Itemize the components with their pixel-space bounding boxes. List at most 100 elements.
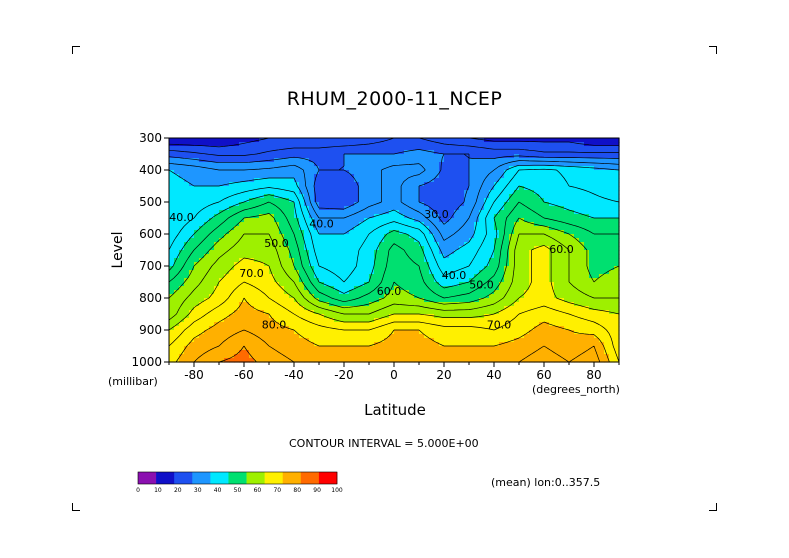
heatmap-cell	[609, 342, 615, 347]
heatmap-cell	[209, 326, 215, 331]
heatmap-cell	[484, 290, 490, 295]
heatmap-cell	[459, 162, 465, 167]
heatmap-cell	[604, 322, 610, 327]
heatmap-cell	[484, 154, 490, 159]
heatmap-cell	[289, 250, 295, 255]
heatmap-cell	[454, 266, 460, 271]
heatmap-cell	[259, 318, 265, 323]
heatmap-cell	[229, 298, 235, 303]
heatmap-cell	[574, 290, 580, 295]
heatmap-cell	[324, 258, 330, 263]
heatmap-cell	[204, 258, 210, 263]
heatmap-cell	[214, 262, 220, 267]
heatmap-cell	[369, 330, 375, 335]
heatmap-cell	[589, 178, 595, 183]
heatmap-cell	[554, 222, 560, 227]
heatmap-cell	[449, 338, 455, 343]
heatmap-cell	[214, 326, 220, 331]
heatmap-cell	[599, 314, 605, 319]
heatmap-cell	[454, 298, 460, 303]
heatmap-cell	[309, 334, 315, 339]
heatmap-cell	[299, 338, 305, 343]
heatmap-cell	[539, 158, 545, 163]
heatmap-cell	[204, 310, 210, 315]
heatmap-cell	[349, 146, 355, 151]
heatmap-cell	[469, 158, 475, 163]
heatmap-cell	[334, 186, 340, 191]
heatmap-cell	[249, 258, 255, 263]
heatmap-cell	[589, 222, 595, 227]
heatmap-cell	[244, 238, 250, 243]
heatmap-cell	[409, 350, 415, 355]
heatmap-cell	[584, 342, 590, 347]
heatmap-cell	[409, 142, 415, 147]
heatmap-cell	[454, 250, 460, 255]
heatmap-cell	[314, 242, 320, 247]
heatmap-cell	[374, 210, 380, 215]
heatmap-cell	[294, 142, 300, 147]
heatmap-cell	[399, 218, 405, 223]
heatmap-cell	[414, 162, 420, 167]
heatmap-cell	[359, 326, 365, 331]
heatmap-cell	[264, 334, 270, 339]
heatmap-cell	[529, 346, 535, 351]
heatmap-cell	[329, 282, 335, 287]
heatmap-cell	[299, 170, 305, 175]
heatmap-cell	[324, 358, 330, 363]
heatmap-cell	[314, 298, 320, 303]
heatmap-cell	[419, 310, 425, 315]
heatmap-cell	[214, 286, 220, 291]
heatmap-cell	[339, 182, 345, 187]
heatmap-cell	[189, 278, 195, 283]
heatmap-cell	[399, 202, 405, 207]
heatmap-cell	[289, 258, 295, 263]
heatmap-cell	[309, 226, 315, 231]
heatmap-cell	[414, 342, 420, 347]
heatmap-cell	[504, 350, 510, 355]
heatmap-cell	[309, 346, 315, 351]
heatmap-cell	[519, 214, 525, 219]
heatmap-cell	[174, 158, 180, 163]
heatmap-cell	[479, 186, 485, 191]
heatmap-cell	[289, 190, 295, 195]
heatmap-cell	[484, 178, 490, 183]
heatmap-cell	[234, 262, 240, 267]
heatmap-cell	[334, 198, 340, 203]
heatmap-cell	[334, 162, 340, 167]
heatmap-cell	[409, 250, 415, 255]
heatmap-cell	[409, 138, 415, 143]
heatmap-cell	[329, 202, 335, 207]
heatmap-cell	[504, 218, 510, 223]
heatmap-cell	[349, 314, 355, 319]
heatmap-cell	[584, 182, 590, 187]
heatmap-cell	[584, 338, 590, 343]
heatmap-cell	[469, 190, 475, 195]
heatmap-cell	[524, 178, 530, 183]
heatmap-cell	[469, 262, 475, 267]
heatmap-cell	[319, 214, 325, 219]
heatmap-cell	[594, 338, 600, 343]
heatmap-cell	[544, 330, 550, 335]
heatmap-cell	[534, 342, 540, 347]
heatmap-cell	[214, 310, 220, 315]
heatmap-cell	[284, 298, 290, 303]
heatmap-cell	[249, 158, 255, 163]
heatmap-cell	[219, 182, 225, 187]
heatmap-cell	[499, 218, 505, 223]
heatmap-cell	[189, 254, 195, 259]
heatmap-cell	[544, 350, 550, 355]
heatmap-cell	[494, 170, 500, 175]
heatmap-cell	[439, 186, 445, 191]
heatmap-cell	[454, 206, 460, 211]
heatmap-cell	[394, 226, 400, 231]
heatmap-cell	[214, 206, 220, 211]
heatmap-cell	[394, 274, 400, 279]
heatmap-cell	[399, 230, 405, 235]
heatmap-cell	[214, 174, 220, 179]
heatmap-cell	[379, 298, 385, 303]
heatmap-cell	[179, 354, 185, 359]
heatmap-cell	[239, 350, 245, 355]
heatmap-cell	[374, 270, 380, 275]
heatmap-cell	[419, 314, 425, 319]
heatmap-cell	[509, 314, 515, 319]
